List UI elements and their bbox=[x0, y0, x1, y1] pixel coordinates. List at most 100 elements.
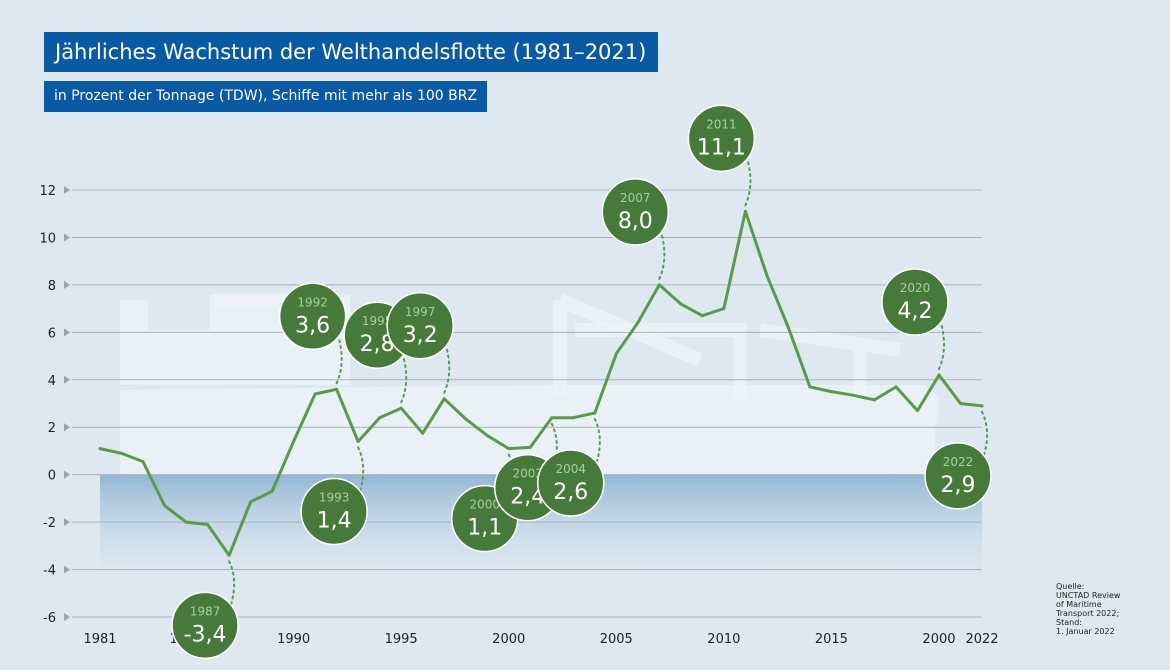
x-tick-label: 2000 bbox=[492, 632, 525, 647]
y-tick-label: -6 bbox=[43, 611, 56, 626]
annotation-value: 2,9 bbox=[941, 473, 976, 498]
annotation-connector bbox=[400, 355, 408, 404]
data-point bbox=[679, 302, 683, 306]
data-point bbox=[722, 307, 726, 311]
data-point bbox=[442, 397, 446, 401]
y-tick-marker bbox=[64, 565, 70, 574]
annotation-value: 3,2 bbox=[403, 323, 438, 348]
x-tick-label: 2000 bbox=[922, 632, 955, 647]
source-line: Quelle: bbox=[1056, 582, 1085, 591]
series-line bbox=[98, 209, 984, 557]
annotation-value: 3,6 bbox=[295, 313, 330, 338]
y-tick-marker bbox=[64, 518, 70, 527]
annotation-connector bbox=[550, 422, 558, 468]
x-tick-label: 2010 bbox=[707, 632, 740, 647]
annotation-connector bbox=[937, 322, 945, 371]
annotation-year: 2022 bbox=[943, 455, 974, 469]
ship-crane-right bbox=[575, 323, 901, 400]
data-point bbox=[765, 273, 769, 277]
annotation-year: 1992 bbox=[297, 295, 328, 309]
y-tick-marker bbox=[64, 613, 70, 621]
y-tick-label: -4 bbox=[43, 564, 56, 579]
y-tick-label: 6 bbox=[48, 326, 56, 341]
data-point bbox=[356, 439, 360, 443]
annotation-value: 1,1 bbox=[467, 516, 502, 541]
ship-hull bbox=[120, 385, 940, 475]
y-tick-marker bbox=[64, 280, 70, 289]
data-point bbox=[335, 387, 339, 391]
data-point bbox=[894, 385, 898, 389]
annotation-bubble bbox=[300, 477, 368, 546]
annotation-value: -3,4 bbox=[184, 622, 227, 647]
annotation-year: 2011 bbox=[706, 117, 737, 131]
annotation-value: 1,4 bbox=[317, 508, 352, 533]
y-tick-label: 4 bbox=[48, 374, 56, 389]
annotation-connector bbox=[228, 560, 236, 606]
annotation-bubble bbox=[386, 292, 454, 360]
x-tick-label: 1990 bbox=[277, 632, 310, 647]
data-point bbox=[528, 445, 532, 449]
annotation-bubble bbox=[881, 268, 949, 336]
data-point bbox=[786, 326, 790, 330]
source-line: 1. Januar 2022 bbox=[1056, 627, 1115, 636]
data-point bbox=[184, 520, 188, 524]
data-point bbox=[485, 434, 489, 438]
annotation-bubble bbox=[601, 178, 670, 246]
y-axis: 12 10 8 6 4 2 0 -2 -4 -6 bbox=[39, 184, 70, 626]
annotation-connector bbox=[335, 336, 343, 385]
data-point bbox=[227, 553, 231, 557]
annotation-bubble bbox=[171, 591, 239, 660]
annotation-value: 8,0 bbox=[618, 209, 653, 234]
annotation-year: 2004 bbox=[556, 462, 587, 476]
annotation-value: 11,1 bbox=[697, 135, 746, 160]
data-point bbox=[98, 447, 102, 451]
annotation-year: 1993 bbox=[319, 490, 350, 504]
data-point bbox=[700, 314, 704, 318]
data-point bbox=[851, 393, 855, 397]
source-note: Quelle: UNCTAD Review of Maritime Transp… bbox=[1056, 582, 1146, 636]
source-line: of Maritime bbox=[1056, 600, 1102, 609]
annotation-connector bbox=[658, 231, 666, 280]
data-point bbox=[120, 451, 124, 455]
annotation-connector bbox=[593, 417, 601, 463]
y-tick-marker bbox=[64, 423, 70, 432]
data-point bbox=[292, 439, 296, 443]
data-point bbox=[206, 522, 210, 526]
y-tick-marker bbox=[64, 233, 70, 242]
y-tick-marker bbox=[64, 375, 70, 384]
data-point bbox=[614, 352, 618, 356]
series-line-group bbox=[98, 209, 984, 557]
data-point bbox=[980, 404, 984, 408]
annotation-bubble bbox=[537, 449, 605, 517]
y-tick-marker bbox=[64, 328, 70, 337]
data-point bbox=[163, 504, 167, 508]
annotation-year: 1997 bbox=[405, 305, 436, 319]
y-tick-marker bbox=[64, 470, 70, 479]
x-tick-label: 1981 bbox=[83, 632, 116, 647]
annotation-bubble bbox=[687, 104, 756, 173]
source-line: Transport 2022; bbox=[1056, 609, 1120, 618]
ship-illustration bbox=[100, 293, 982, 585]
data-point bbox=[808, 385, 812, 389]
data-point bbox=[550, 416, 554, 420]
y-tick-label: 2 bbox=[48, 421, 56, 436]
data-point bbox=[657, 283, 661, 287]
data-point bbox=[872, 398, 876, 402]
data-point bbox=[593, 411, 597, 415]
data-point bbox=[937, 373, 941, 377]
y-tick-label: 8 bbox=[48, 279, 56, 294]
annotation-connector bbox=[744, 158, 752, 207]
annotation-bubbles: 1987-3,419923,619931,419952,819973,22000… bbox=[171, 104, 992, 660]
annotation-year: 2002 bbox=[512, 467, 543, 481]
x-tick-label: 1995 bbox=[385, 632, 418, 647]
y-tick-label: 12 bbox=[39, 184, 56, 199]
data-point bbox=[399, 406, 403, 410]
chart-subtitle: in Prozent der Tonnage (TDW), Schiffe mi… bbox=[44, 81, 488, 112]
data-point bbox=[421, 431, 425, 435]
annotation-value: 4,2 bbox=[897, 299, 932, 324]
x-tick-label: 2015 bbox=[815, 632, 848, 647]
data-point bbox=[270, 489, 274, 493]
annotation-year: 2000 bbox=[469, 498, 500, 512]
